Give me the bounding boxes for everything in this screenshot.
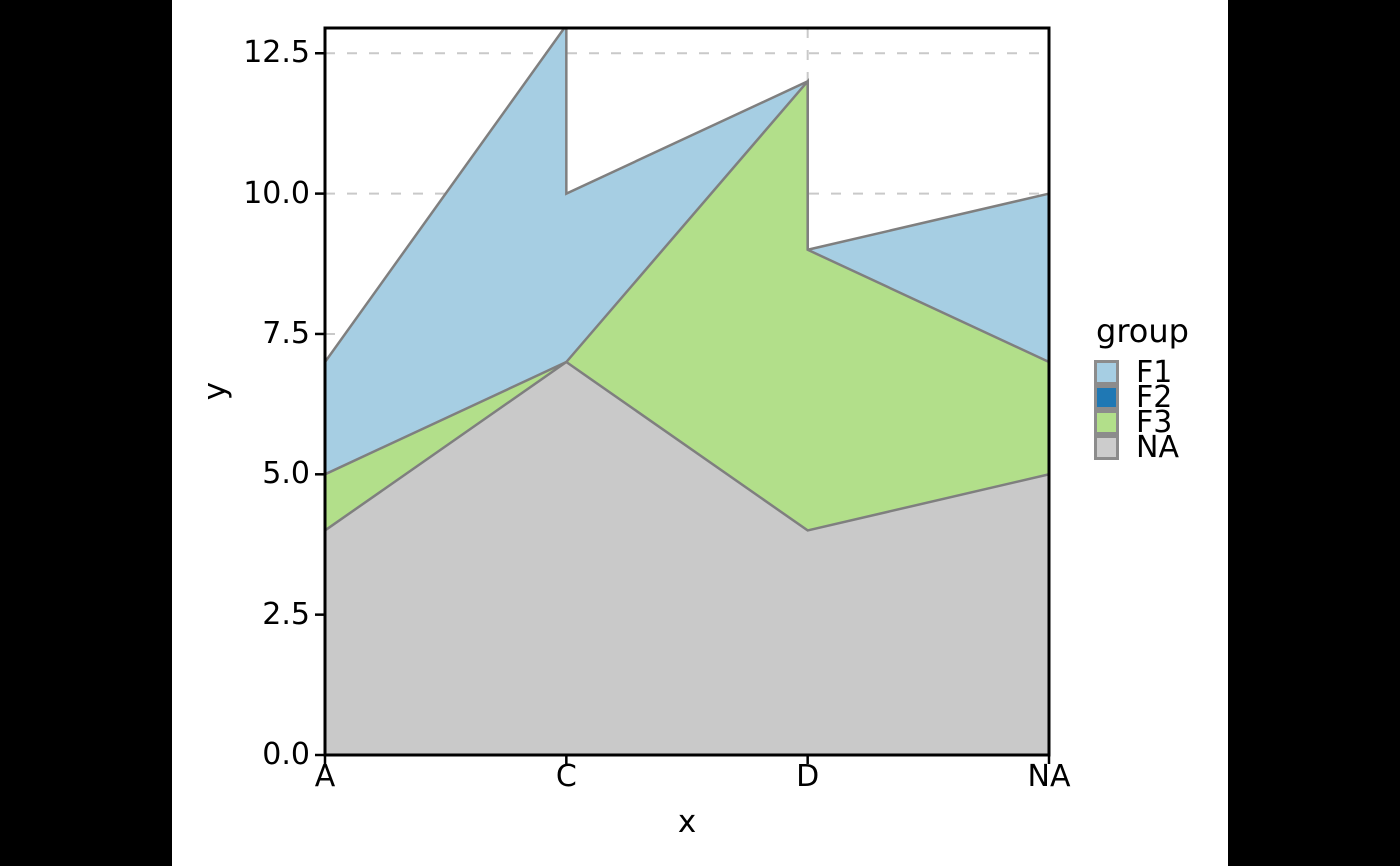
y-tick-label: 5.0: [262, 456, 310, 492]
panel-border: [323, 26, 1051, 757]
figure: 0.0 2.5 5.0 7.5 10.0 12.5 A C D NA x y group F1 F…: [172, 0, 1228, 866]
legend-entry-F2: F2: [1094, 380, 1173, 415]
legend-title: group: [1096, 312, 1189, 350]
legend-key-swatch: [1094, 385, 1119, 410]
legend-entry-F1: F1: [1094, 355, 1173, 390]
legend-key-swatch: [1094, 360, 1119, 385]
plot-panel: [315, 26, 1051, 764]
legend-entry-label: NA: [1136, 430, 1179, 465]
x-tick-label: A: [314, 759, 336, 794]
x-tick-label: NA: [1027, 759, 1071, 794]
y-tick-label: 2.5: [262, 596, 310, 632]
legend-entry-label: F1: [1136, 355, 1173, 390]
area-NA: [325, 360, 1049, 755]
legend-entry-F3: F3: [1094, 405, 1173, 440]
x-tick-label: D: [796, 759, 820, 794]
y-tick-label: 0.0: [262, 737, 310, 772]
legend-entry-NA: NA: [1094, 430, 1179, 465]
legend-entry-label: F2: [1136, 380, 1173, 415]
y-axis-title: y: [197, 381, 233, 401]
y-tick-label: 10.0: [243, 175, 310, 211]
legend-key-swatch: [1094, 410, 1119, 435]
y-tick-label: 7.5: [262, 315, 310, 351]
x-tick-label: C: [555, 759, 577, 794]
legend-entry-label: F3: [1136, 405, 1173, 440]
legend-key-swatch: [1094, 435, 1119, 460]
x-axis-title: x: [677, 804, 697, 840]
plot-panel-svg: [315, 26, 1051, 764]
y-tick-label: 12.5: [243, 35, 310, 71]
